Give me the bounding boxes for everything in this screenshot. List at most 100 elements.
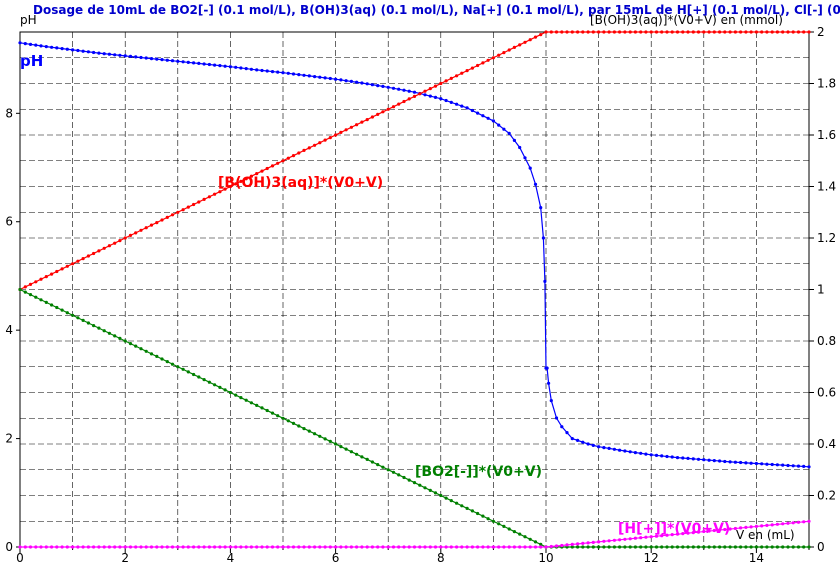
axis-ticks: 0 2 4 6 8 10 12 14 0 2 4 6 8 0 0.2 0.4 0.6 0.8 1 1.2 1.4 1.6 1… <box>5 25 836 565</box>
data-point-ph <box>433 95 438 99</box>
data-point-bo2 <box>60 308 64 312</box>
data-point-ph <box>318 75 322 79</box>
data-point-hplus <box>533 545 538 549</box>
data-point-ph <box>796 464 801 468</box>
data-point-bo2 <box>770 545 774 549</box>
data-point-hplus <box>328 545 332 549</box>
data-point-boh3 <box>160 218 164 222</box>
data-point-ph <box>328 76 332 81</box>
data-point-hplus <box>765 523 769 528</box>
data-point-hplus <box>733 526 738 531</box>
data-point-hplus <box>728 527 732 531</box>
data-point-ph <box>165 58 169 62</box>
data-point-hplus <box>597 540 601 544</box>
data-point-hplus <box>23 545 27 549</box>
data-point-boh3 <box>34 280 38 284</box>
data-point-bo2 <box>397 473 401 477</box>
data-point-bo2 <box>249 401 253 405</box>
data-point-boh3 <box>113 241 117 245</box>
data-point-bo2 <box>460 504 464 508</box>
data-point-bo2 <box>696 545 701 549</box>
data-point-bo2 <box>407 478 411 482</box>
data-point-hplus <box>449 545 453 549</box>
data-point-boh3 <box>307 146 311 150</box>
data-point-boh3 <box>60 267 64 271</box>
data-point-ph <box>255 68 259 72</box>
data-point-boh3 <box>76 259 80 263</box>
data-point-boh3 <box>481 61 485 65</box>
data-point-boh3 <box>702 30 706 34</box>
y-right-axis-label: [B(OH)3(aq)]*(V0+V) en (mmol) <box>590 13 783 27</box>
data-point-hplus <box>376 545 380 549</box>
data-point-ph <box>523 156 527 160</box>
data-point-hplus <box>455 545 459 549</box>
data-point-ph <box>181 60 185 64</box>
data-point-ph <box>533 182 538 186</box>
data-point-boh3 <box>360 120 364 124</box>
data-point-ph <box>302 73 306 77</box>
data-point-bo2 <box>455 501 459 505</box>
data-point-hplus <box>76 545 80 549</box>
data-point-boh3 <box>528 38 532 42</box>
data-point-boh3 <box>239 179 243 183</box>
data-point-hplus <box>86 545 90 549</box>
data-point-bo2 <box>428 488 432 492</box>
data-point-ph <box>545 366 549 370</box>
data-point-bo2 <box>518 532 522 536</box>
data-point-ph <box>712 459 716 463</box>
data-point-ph <box>307 74 311 78</box>
data-point-boh3 <box>328 136 332 140</box>
data-point-ph <box>44 45 48 49</box>
data-point-hplus <box>433 545 438 549</box>
data-point-boh3 <box>444 79 448 83</box>
data-point-bo2 <box>134 344 138 348</box>
data-point-hplus <box>170 545 175 549</box>
data-point-ph <box>244 67 248 71</box>
data-point-bo2 <box>328 439 332 443</box>
data-point-hplus <box>623 537 627 541</box>
data-point-boh3 <box>791 30 795 34</box>
data-point-bo2 <box>281 416 285 420</box>
data-point-hplus <box>523 545 527 549</box>
data-point-boh3 <box>276 161 280 165</box>
data-point-hplus <box>639 536 643 540</box>
data-point-hplus <box>139 545 143 549</box>
data-point-hplus <box>302 545 306 549</box>
data-point-boh3 <box>349 125 353 129</box>
y-right-tick-label: 1.8 <box>817 77 836 91</box>
data-point-ph <box>155 57 159 61</box>
data-point-boh3 <box>92 251 96 256</box>
data-point-hplus <box>775 522 780 526</box>
data-point-bo2 <box>570 545 574 549</box>
data-point-bo2 <box>423 486 427 490</box>
series-markers-hplus <box>18 519 811 549</box>
data-point-bo2 <box>86 321 90 325</box>
data-point-boh3 <box>81 257 85 261</box>
data-point-bo2 <box>39 298 43 302</box>
data-point-hplus <box>113 545 117 549</box>
data-point-bo2 <box>586 545 590 549</box>
data-point-hplus <box>423 545 427 549</box>
data-point-hplus <box>702 529 706 534</box>
data-point-ph <box>670 455 674 459</box>
data-point-bo2 <box>334 442 338 446</box>
data-point-ph <box>86 50 90 54</box>
data-point-boh3 <box>591 30 595 34</box>
data-point-boh3 <box>781 30 785 34</box>
data-point-boh3 <box>497 53 501 57</box>
data-point-bo2 <box>686 545 690 549</box>
data-point-bo2 <box>744 545 748 549</box>
data-point-boh3 <box>412 94 417 98</box>
data-point-bo2 <box>754 545 759 549</box>
data-point-boh3 <box>144 226 148 230</box>
data-point-ph <box>344 79 348 83</box>
data-point-boh3 <box>602 30 606 34</box>
data-point-ph <box>355 80 359 84</box>
data-point-hplus <box>507 545 511 549</box>
data-point-boh3 <box>23 285 27 289</box>
data-point-boh3 <box>597 30 601 34</box>
data-point-boh3 <box>192 202 196 207</box>
x-tick-label: 12 <box>644 551 659 565</box>
data-point-ph <box>202 62 206 66</box>
data-point-hplus <box>591 540 595 545</box>
